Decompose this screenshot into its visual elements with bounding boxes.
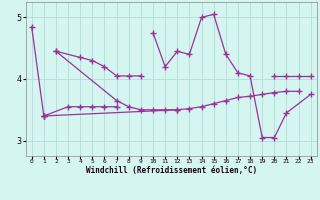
X-axis label: Windchill (Refroidissement éolien,°C): Windchill (Refroidissement éolien,°C) bbox=[86, 166, 257, 175]
